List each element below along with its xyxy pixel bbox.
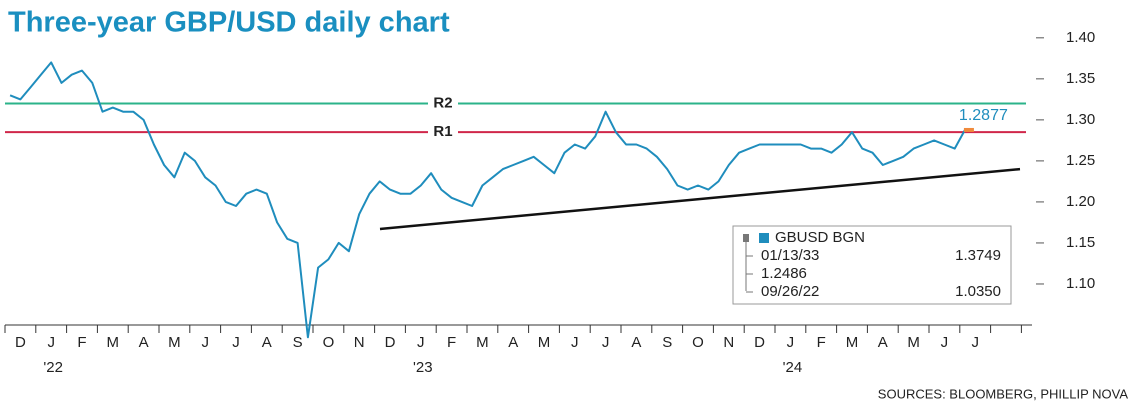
y-tick-label: 1.35 [1066, 70, 1095, 87]
x-tick-label: M [107, 334, 120, 351]
y-tick-label: 1.10 [1066, 275, 1095, 292]
y-tick-label: 1.40 [1066, 29, 1095, 46]
legend-row-label: 1.2486 [761, 265, 807, 282]
legend-entry: GBUSD BGN [775, 229, 865, 246]
x-tick-label: M [476, 334, 489, 351]
last-marker [963, 127, 974, 132]
y-tick-label: 1.20 [1066, 193, 1095, 210]
x-tick-label: J [201, 334, 209, 351]
x-tick-label: F [817, 334, 826, 351]
trend-line [379, 167, 1021, 231]
last-value-label: 1.2877 [959, 107, 1008, 124]
x-tick-label: M [168, 334, 181, 351]
x-tick-label: J [417, 334, 425, 351]
x-tick-label: M [846, 334, 859, 351]
chart-title: Three-year GBP/USD daily chart [8, 7, 450, 39]
x-tick-label: A [262, 334, 272, 351]
legend-row-value: 1.3749 [955, 247, 1001, 264]
x-tick-label: J [232, 334, 240, 351]
legend-row-label: 09/26/22 [761, 283, 819, 300]
level-label-bg [428, 94, 458, 113]
y-tick-label: 1.15 [1066, 234, 1095, 251]
x-tick-label: F [447, 334, 456, 351]
x-tick-label: S [293, 334, 303, 351]
x-tick-label: J [602, 334, 610, 351]
x-tick-label: M [907, 334, 920, 351]
x-tick-label: J [787, 334, 795, 351]
x-tick-label: S [662, 334, 672, 351]
x-tick-label: J [971, 334, 979, 351]
year-label: '24 [783, 359, 803, 376]
x-tick-label: A [878, 334, 888, 351]
x-tick-label: A [508, 334, 518, 351]
legend-row-value: 1.0350 [955, 283, 1001, 300]
year-label: '22 [43, 359, 63, 376]
y-tick-label: 1.25 [1066, 152, 1095, 169]
x-tick-label: O [323, 334, 335, 351]
legend-swatch [759, 233, 769, 243]
year-label: '23 [413, 359, 433, 376]
x-tick-label: O [692, 334, 704, 351]
x-tick-label: J [941, 334, 949, 351]
x-tick-label: D [385, 334, 396, 351]
y-tick-label: 1.30 [1066, 111, 1095, 128]
x-tick-label: D [754, 334, 765, 351]
level-label-bg [428, 123, 458, 142]
x-tick-label: D [15, 334, 26, 351]
series-line [9, 61, 966, 339]
legend-row-label: 01/13/33 [761, 247, 819, 264]
level-label: R1 [433, 123, 452, 140]
legend-box [732, 225, 1012, 305]
x-tick-label: F [77, 334, 86, 351]
x-tick-label: J [571, 334, 579, 351]
x-tick-label: N [723, 334, 734, 351]
x-tick-label: M [538, 334, 551, 351]
x-tick-label: J [47, 334, 55, 351]
x-tick-label: N [354, 334, 365, 351]
legend-icon [743, 234, 749, 242]
level-label: R2 [433, 94, 452, 111]
x-tick-label: A [631, 334, 641, 351]
x-tick-label: A [139, 334, 149, 351]
source: SOURCES: BLOOMBERG, PHILLIP NOVA [878, 386, 1129, 401]
